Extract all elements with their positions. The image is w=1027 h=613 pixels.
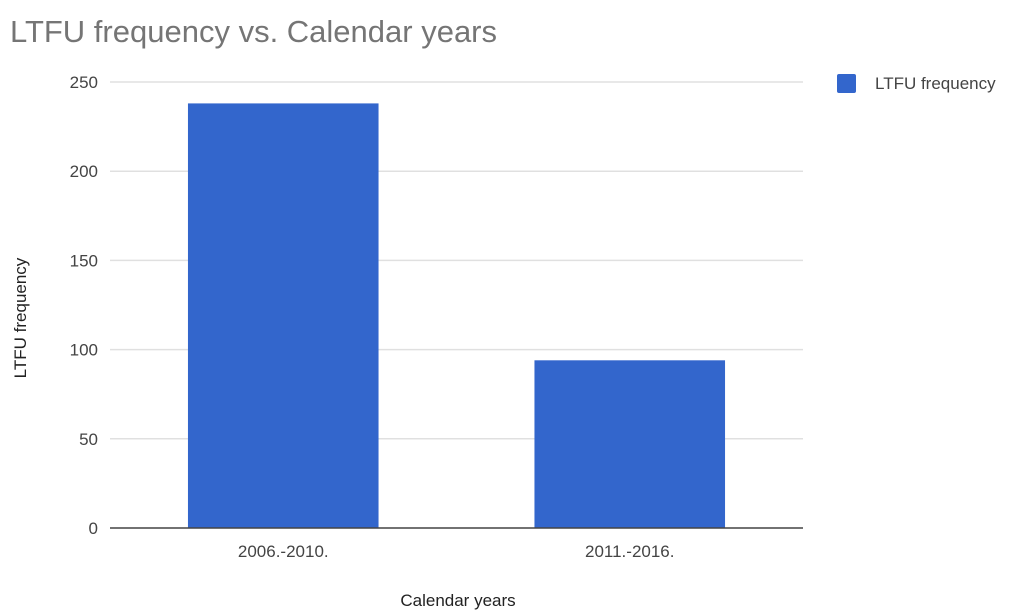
x-axis-ticks: 2006.-2010. 2011.-2016.: [238, 542, 675, 561]
y-tick-label: 150: [70, 251, 98, 270]
y-tick-label: 0: [89, 519, 98, 538]
x-tick-label: 2011.-2016.: [585, 542, 674, 561]
x-tick-label: 2006.-2010.: [238, 542, 329, 561]
y-tick-label: 50: [79, 430, 98, 449]
y-tick-label: 200: [70, 162, 98, 181]
legend-swatch: [837, 74, 856, 93]
y-axis-ticks: 0 50 100 150 200 250: [70, 73, 98, 538]
x-axis-title: Calendar years: [400, 591, 515, 610]
legend-label: LTFU frequency: [875, 74, 996, 93]
bars: [187, 103, 726, 529]
y-tick-label: 100: [70, 341, 98, 360]
bar-1: [187, 103, 379, 529]
bar-2: [534, 360, 726, 528]
y-tick-label: 250: [70, 73, 98, 92]
y-axis-title: LTFU frequency: [11, 257, 30, 378]
legend: LTFU frequency: [837, 74, 996, 93]
chart-title: LTFU frequency vs. Calendar years: [10, 14, 497, 49]
